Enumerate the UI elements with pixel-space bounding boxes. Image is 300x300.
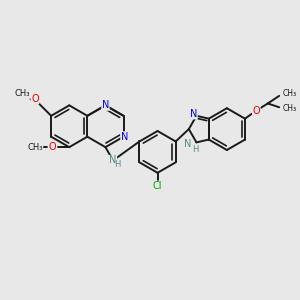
Text: CH₃: CH₃ — [283, 104, 297, 113]
Text: N: N — [121, 132, 128, 142]
Text: N: N — [102, 100, 109, 110]
Text: O: O — [31, 94, 39, 104]
Text: CH₃: CH₃ — [15, 89, 30, 98]
Text: Cl: Cl — [153, 181, 162, 191]
Text: CH₃: CH₃ — [27, 143, 43, 152]
Text: O: O — [48, 142, 56, 152]
Text: N: N — [109, 155, 117, 165]
Text: H: H — [115, 160, 121, 169]
Text: N: N — [190, 109, 197, 119]
Text: N: N — [184, 139, 192, 149]
Text: H: H — [192, 145, 199, 154]
Text: O: O — [253, 106, 260, 116]
Text: CH₃: CH₃ — [283, 89, 297, 98]
